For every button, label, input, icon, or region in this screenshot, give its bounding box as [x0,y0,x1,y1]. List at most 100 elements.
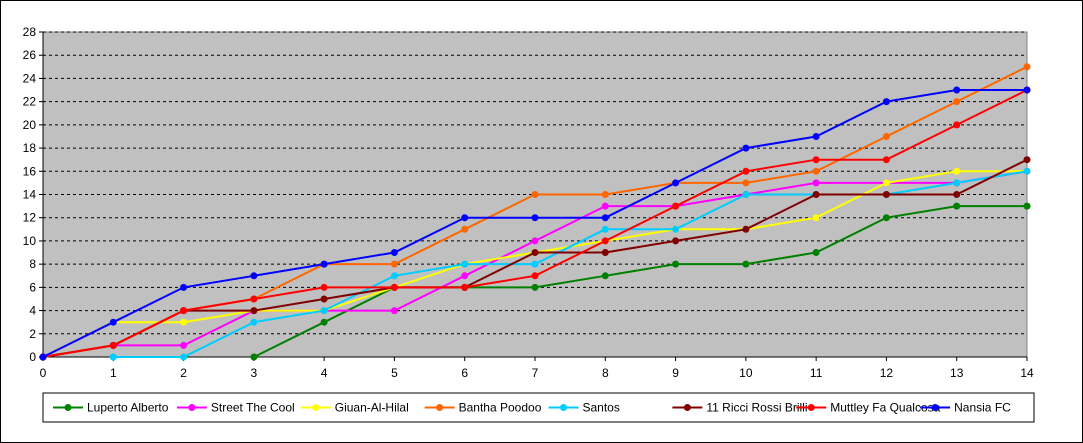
data-point [882,156,890,164]
data-point [320,283,328,291]
legend-item: Giuan-Al-Hilal [300,401,409,415]
data-point [461,225,469,233]
data-point [672,260,680,268]
data-point [531,283,539,291]
data-point [601,249,609,256]
legend-label: Bantha Poodoo [459,401,542,415]
y-tick-label: 16 [23,164,37,178]
legend-label: Nansia FC [954,401,1011,415]
data-point [742,191,750,198]
data-point [672,202,680,210]
data-point [953,121,961,129]
data-point [953,202,961,210]
y-tick-label: 8 [29,257,36,271]
data-point [531,249,539,256]
legend-swatch-marker [188,404,196,411]
data-point [180,341,188,349]
legend-item: Muttley Fa Qualcosa [796,401,941,415]
data-point [742,167,750,175]
y-tick-label: 20 [23,118,37,132]
data-point [250,272,258,280]
data-point [812,214,820,222]
data-point [672,179,680,187]
data-point [250,318,258,326]
data-point [250,295,258,303]
data-point [742,260,750,268]
y-tick-label: 26 [23,48,37,62]
data-point [742,225,750,233]
data-point [390,307,398,315]
x-tick-label: 13 [950,366,964,380]
legend-item: Bantha Poodoo [424,401,542,415]
legend-label: Muttley Fa Qualcosa [830,401,940,415]
data-point [531,272,539,280]
data-point [390,283,398,291]
data-point [461,272,469,280]
data-point [672,225,680,233]
x-tick-label: 11 [810,366,823,380]
data-point [672,237,680,245]
legend-label: Luperto Alberto [87,401,169,415]
data-point [1023,63,1031,71]
x-tick-label: 5 [391,366,398,380]
data-point [601,214,609,222]
x-tick-label: 7 [532,366,539,380]
data-point [953,167,961,175]
legend-box [42,392,1035,423]
data-point [882,133,890,140]
legend-swatch-marker [931,404,939,411]
y-tick-label: 6 [29,280,36,294]
legend-item: Nansia FC [920,401,1011,415]
data-point [320,318,328,326]
legend-label: 11 Ricci Rossi Brilli [706,401,807,415]
x-tick-label: 4 [321,366,328,380]
data-point [109,353,117,361]
legend-swatch-marker [807,404,815,411]
y-tick-label: 2 [29,327,36,341]
data-point [531,260,539,268]
data-point [812,167,820,175]
y-tick-label: 22 [23,95,37,109]
y-tick-label: 18 [23,141,37,155]
x-tick-label: 12 [880,366,894,380]
x-tick-label: 9 [672,366,679,380]
y-tick-label: 12 [23,211,37,225]
data-point [812,133,820,140]
data-point [390,249,398,256]
y-tick-label: 0 [29,350,36,364]
data-point [39,353,47,361]
x-tick-label: 10 [739,366,753,380]
data-point [1023,156,1031,164]
y-tick-label: 4 [29,304,36,318]
data-point [250,353,258,361]
x-tick-label: 0 [40,366,47,380]
data-point [953,86,961,94]
data-point [953,191,961,198]
legend: Luperto Alberto Street The Cool Giuan-Al-H… [42,392,1035,423]
data-point [250,307,258,315]
data-point [601,272,609,280]
data-point [742,144,750,152]
data-point [461,260,469,268]
data-point [882,191,890,198]
data-point [953,98,961,106]
data-point [953,179,961,187]
legend-item: Santos [548,401,620,415]
x-tick-label: 8 [602,366,609,380]
legend-item: 11 Ricci Rossi Brilli [672,401,808,415]
y-tick-label: 24 [23,71,37,85]
data-point [109,318,117,326]
data-point [601,191,609,198]
legend-item: Street The Cool [176,401,295,415]
x-tick-label: 3 [251,366,258,380]
series-lines [39,63,1031,361]
x-tick-label: 14 [1020,366,1034,380]
data-point [531,191,539,198]
data-point [461,283,469,291]
data-point [812,191,820,198]
data-point [180,353,188,361]
data-point [812,179,820,187]
